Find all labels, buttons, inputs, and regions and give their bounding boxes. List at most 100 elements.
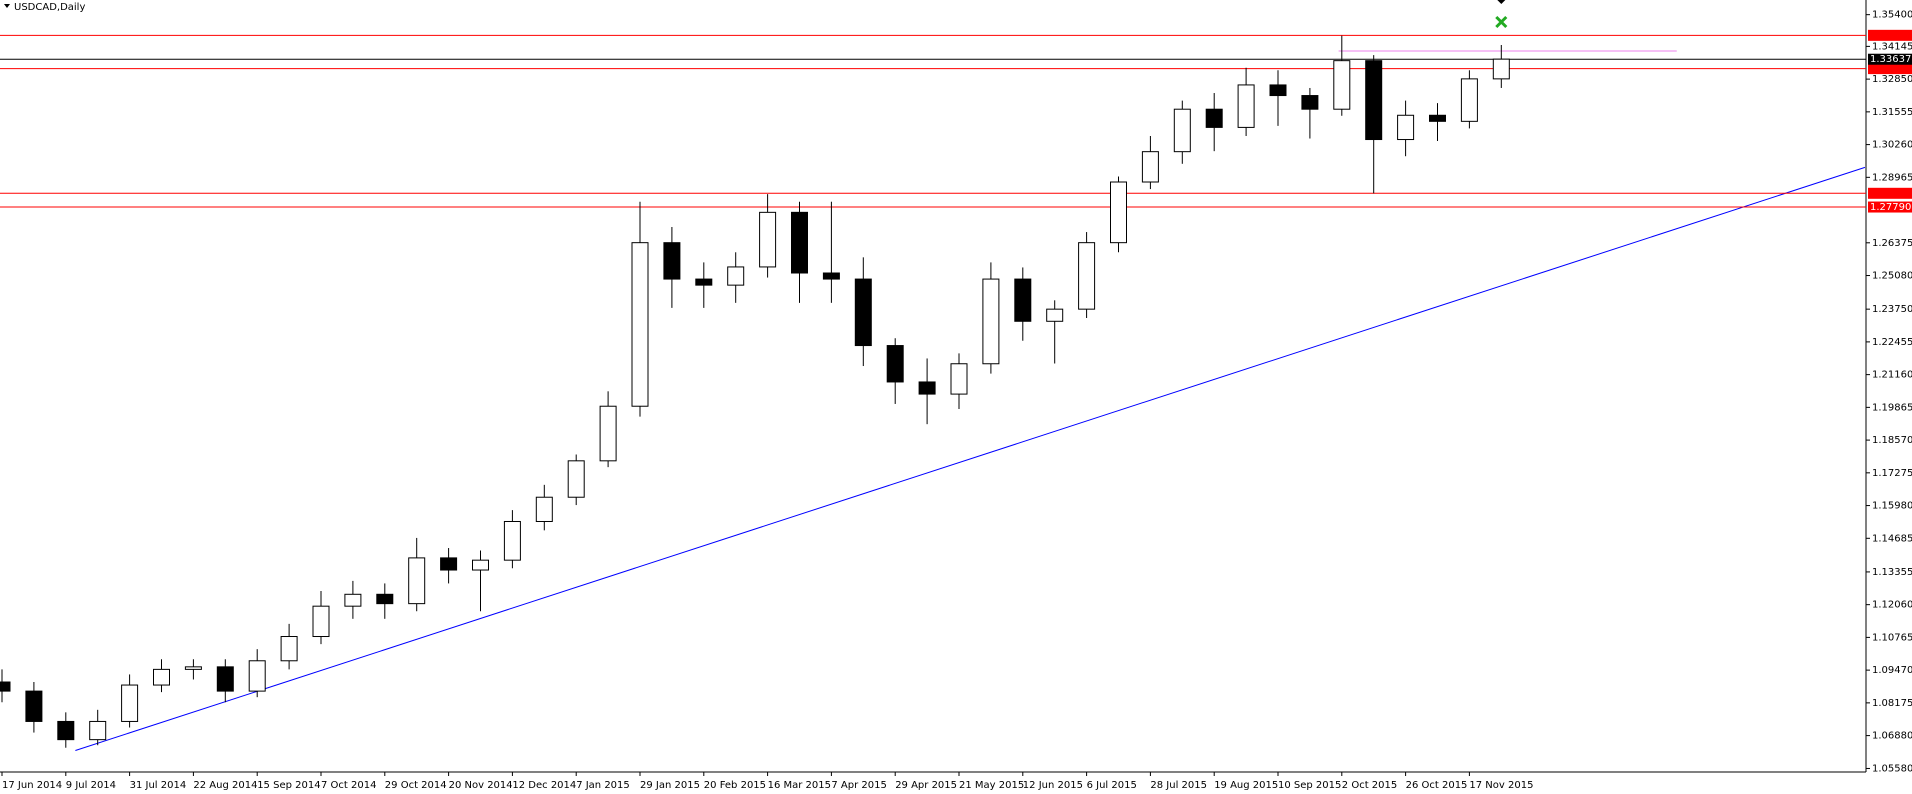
candle-body (0, 681, 11, 692)
x-tick-label: 12 Dec 2014 (512, 780, 576, 791)
candle-body (791, 211, 808, 274)
candle-body (1365, 60, 1383, 141)
candle-body (1397, 114, 1415, 141)
x-tick-label: 7 Jan 2015 (576, 780, 630, 791)
candle-body (216, 666, 234, 692)
level-label-box (1868, 29, 1912, 41)
candle-body (376, 593, 394, 605)
candle-body (312, 605, 330, 638)
candle-body (248, 660, 266, 692)
y-tick-label: 1.35400 (1872, 10, 1912, 21)
candle-body (1429, 114, 1446, 122)
y-tick-label: 1.12060 (1872, 600, 1912, 611)
arrow-marker (1497, 0, 1506, 4)
y-tick-label: 1.26375 (1872, 238, 1912, 249)
candle-body (1014, 278, 1032, 322)
y-tick-label: 1.25080 (1872, 271, 1912, 282)
candle-body (1141, 151, 1159, 183)
candle-body (663, 242, 681, 280)
candle-body (1333, 60, 1351, 110)
y-tick-label: 1.08175 (1872, 698, 1912, 709)
candle-body (121, 684, 139, 722)
y-tick-label: 1.32850 (1872, 74, 1912, 85)
candle-body (599, 405, 617, 462)
candle-body (886, 345, 904, 383)
y-tick-label: 1.30260 (1872, 140, 1912, 151)
y-tick-label: 1.09470 (1872, 665, 1912, 676)
level-label-box (1868, 63, 1912, 75)
x-tick-label: 2 Oct 2015 (1342, 780, 1397, 791)
x-tick-label: 6 Jul 2015 (1087, 780, 1137, 791)
candle-body (1269, 84, 1287, 97)
candle-body (1460, 78, 1478, 122)
candle-body (1173, 108, 1191, 153)
level-label-box (1868, 53, 1912, 65)
x-tick-label: 7 Oct 2014 (321, 780, 376, 791)
candle-body (184, 666, 202, 670)
x-tick-label: 31 Jul 2014 (130, 780, 187, 791)
candle-body (918, 381, 936, 395)
candle-body (57, 720, 75, 741)
x-tick-label: 17 Nov 2015 (1469, 780, 1533, 791)
x-tick-label: 29 Apr 2015 (895, 780, 957, 791)
candle-body (1301, 95, 1319, 110)
x-tick-label: 9 Jul 2014 (66, 780, 116, 791)
candle-body (822, 272, 840, 280)
x-tick-label: 29 Jan 2015 (640, 780, 700, 791)
candle-body (950, 363, 968, 395)
y-tick-label: 1.05580 (1872, 763, 1912, 774)
x-tick-label: 22 Aug 2014 (193, 780, 257, 791)
y-tick-label: 1.23750 (1872, 304, 1912, 315)
candle-body (759, 211, 777, 268)
x-tick-label: 16 Mar 2015 (768, 780, 831, 791)
y-tick-label: 1.17275 (1872, 468, 1912, 479)
x-tick-label: 20 Feb 2015 (704, 780, 766, 791)
candle-body (567, 460, 585, 498)
y-tick-label: 1.28965 (1872, 172, 1912, 183)
candle-body (89, 720, 107, 741)
candle-body (503, 520, 521, 561)
y-tick-label: 1.21160 (1872, 370, 1912, 381)
y-tick-label: 1.14685 (1872, 533, 1912, 544)
candle-body (1046, 308, 1064, 322)
candle-body (535, 496, 553, 522)
candle-body (472, 559, 489, 571)
y-tick-label: 1.13355 (1872, 567, 1912, 578)
candle-body (695, 278, 713, 286)
x-tick-label: 19 Aug 2015 (1214, 780, 1278, 791)
candle-body (344, 593, 362, 607)
candle-body (408, 557, 426, 605)
trendline (75, 166, 1866, 751)
chart-title: USDCAD,Daily (14, 2, 85, 13)
x-tick-label: 29 Oct 2014 (385, 780, 447, 791)
candle-body (1110, 181, 1127, 244)
x-tick-label: 28 Jul 2015 (1150, 780, 1207, 791)
level-label-box (1868, 187, 1912, 199)
candle-body (25, 690, 43, 722)
candle-body (1237, 84, 1255, 128)
level-label: 1.33637 (1870, 54, 1911, 65)
x-tick-label: 26 Oct 2015 (1406, 780, 1468, 791)
y-tick-label: 1.31555 (1872, 107, 1912, 118)
x-tick-label: 15 Sep 2014 (257, 780, 320, 791)
candle-body (153, 668, 170, 686)
candle-body (440, 557, 458, 571)
candle-body (727, 266, 745, 286)
candle-body (631, 242, 649, 407)
x-tick-label: 10 Sep 2015 (1278, 780, 1341, 791)
candle-body (1078, 242, 1096, 310)
y-tick-label: 1.34145 (1872, 41, 1912, 52)
candle-body (280, 636, 298, 662)
y-tick-label: 1.10765 (1872, 632, 1912, 643)
candle-body (982, 278, 1000, 365)
x-tick-label: 21 May 2015 (959, 780, 1024, 791)
candle-body (1492, 58, 1510, 80)
y-tick-label: 1.22455 (1872, 337, 1912, 348)
x-tick-label: 17 Jun 2014 (2, 780, 62, 791)
candle-body (1205, 108, 1223, 128)
level-label: 1.27790 (1870, 202, 1911, 213)
x-tick-label: 7 Apr 2015 (831, 780, 886, 791)
